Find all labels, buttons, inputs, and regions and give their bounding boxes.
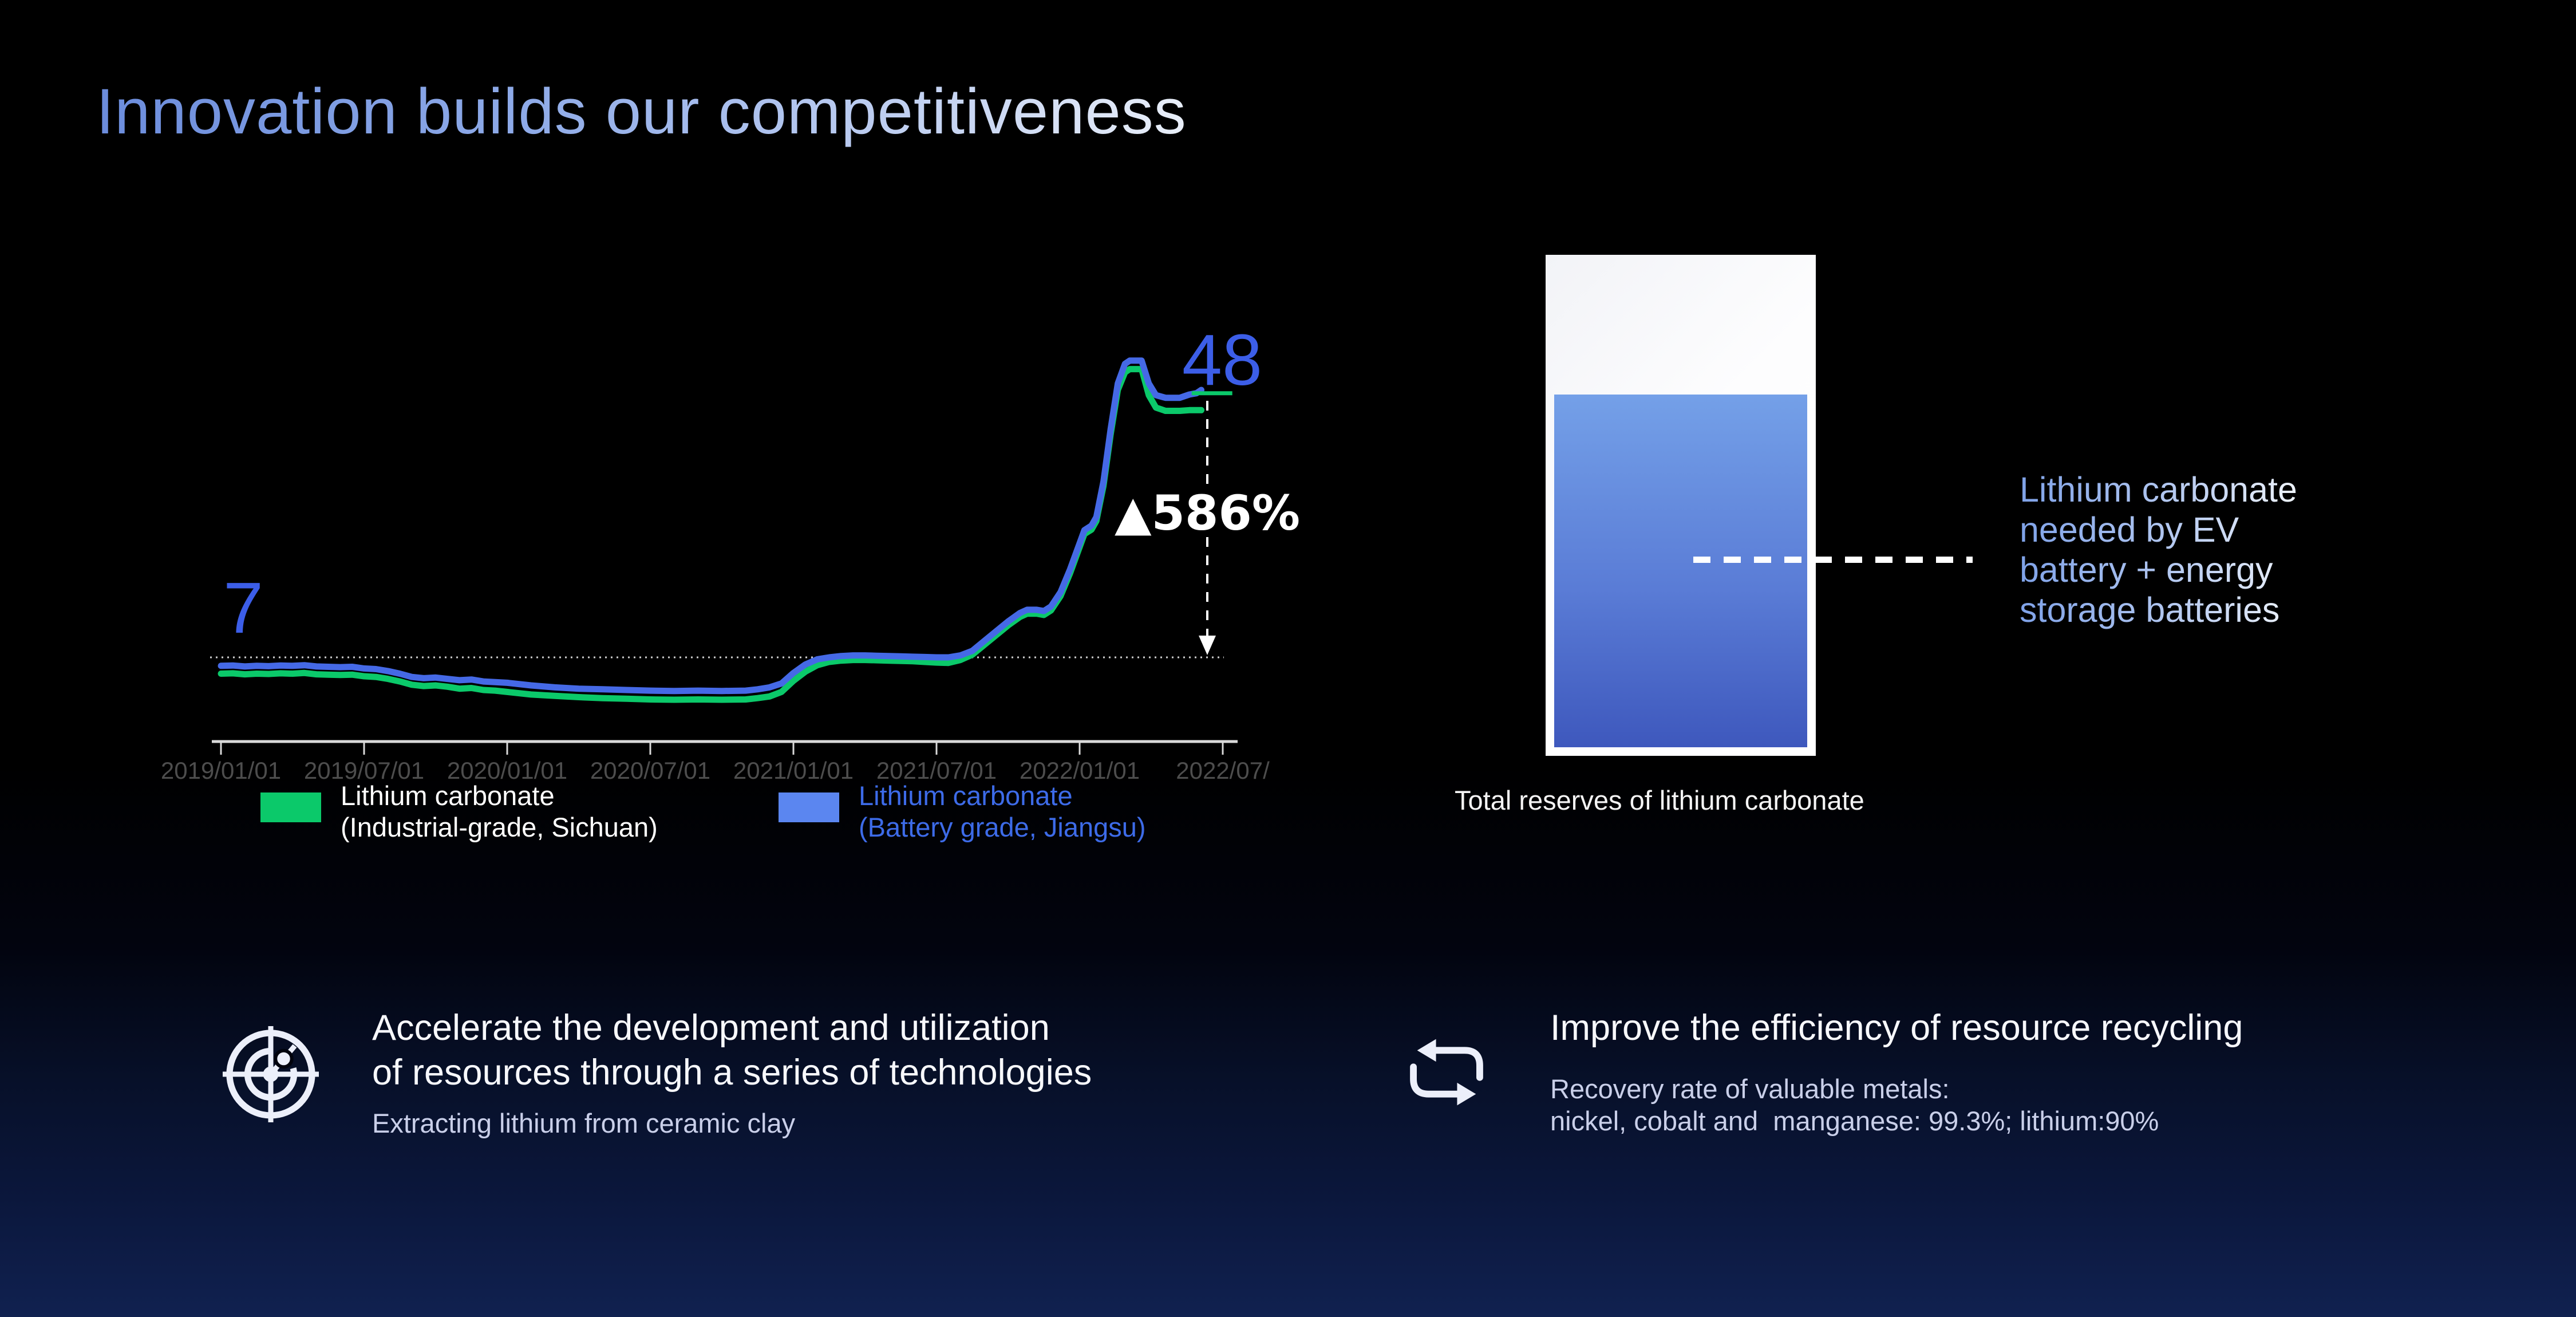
reserves-tank [1546, 255, 1816, 756]
chart-end-value: 48 [1182, 320, 1262, 400]
highlight-right-subtitle: Recovery rate of valuable metals: nickel… [1550, 1074, 2159, 1136]
x-axis-tick-label: 2021/07/01 [876, 757, 997, 784]
series-line [218, 357, 1204, 695]
series-line [218, 366, 1204, 703]
highlight-left-subtitle: Extracting lithium from ceramic clay [372, 1108, 796, 1138]
reserves-pointer-dashed-line [1693, 557, 1973, 563]
legend-swatch-blue [779, 792, 839, 822]
legend-item-battery-grade: Lithium carbonate (Battery grade, Jiangs… [779, 780, 1146, 843]
chart-series-lines [218, 357, 1232, 703]
x-axis-tick-label: 2022/07/ [1176, 757, 1270, 784]
price-chart-svg: 2019/01/01 2019/07/01 2020/01/01 2020/07/01… [161, 320, 1300, 784]
legend-swatch-green [260, 792, 321, 822]
reserves-caption: Total reserves of lithium carbonate [1455, 785, 1864, 815]
x-axis-ticks: 2019/01/01 2019/07/01 2020/01/01 2020/07/01… [161, 742, 1270, 784]
recycle-loop-icon [1410, 1039, 1483, 1106]
legend-label: Lithium carbonate (Industrial-grade, Sic… [341, 780, 658, 842]
arrowhead-down-icon [1199, 636, 1216, 655]
change-drop-arrow [1199, 401, 1216, 655]
x-axis-tick-label: 2020/01/01 [447, 757, 567, 784]
x-axis-tick-label: 2019/01/01 [161, 757, 281, 784]
chart-start-value: 7 [223, 567, 263, 648]
chart-change-label: ▲586% [1115, 485, 1300, 541]
page-title: Innovation builds our competitiveness [96, 76, 1187, 147]
x-axis-tick-label: 2019/07/01 [304, 757, 424, 784]
highlight-right-title: Improve the efficiency of resource recyc… [1550, 1008, 2243, 1048]
reserves-tank-fill [1554, 395, 1807, 747]
x-axis-tick-label: 2022/01/01 [1020, 757, 1140, 784]
radar-target-icon [223, 1026, 319, 1122]
legend-item-industrial-grade: Lithium carbonate (Industrial-grade, Sic… [260, 780, 658, 843]
reserves-annotation: Lithium carbonate needed by EV battery +… [2020, 470, 2297, 629]
x-axis-tick-label: 2021/01/01 [733, 757, 854, 784]
legend-label: Lithium carbonate (Battery grade, Jiangs… [859, 780, 1146, 842]
x-axis-tick-label: 2020/07/01 [590, 757, 710, 784]
highlight-left-title: Accelerate the development and utilizati… [372, 1008, 1092, 1093]
lithium-price-chart: 2019/01/01 2019/07/01 2020/01/01 2020/07/01… [161, 298, 1368, 836]
